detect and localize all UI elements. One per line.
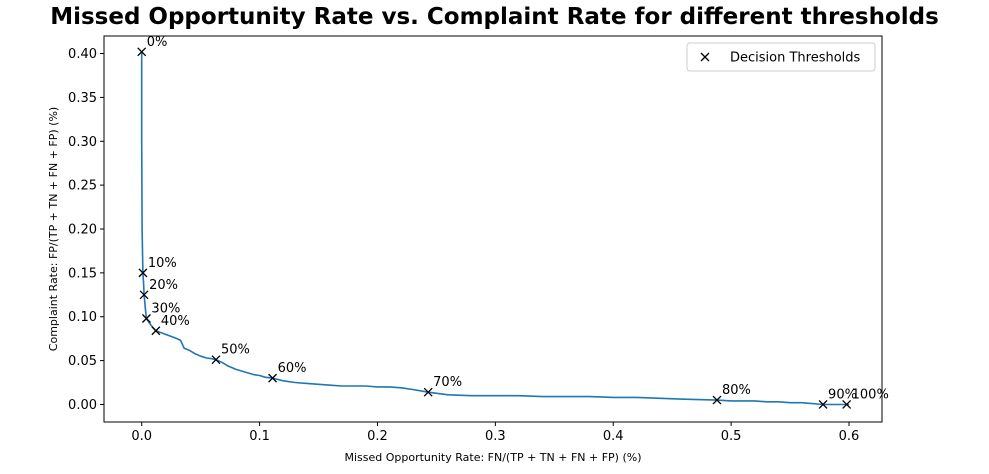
threshold-label: 40% — [161, 314, 190, 329]
threshold-marker — [423, 387, 433, 397]
marker-stroke — [818, 399, 828, 409]
threshold-marker — [842, 399, 852, 409]
threshold-label: 60% — [278, 361, 307, 376]
legend: Decision Thresholds — [686, 42, 876, 72]
x-tick-label: 0.1 — [249, 429, 270, 444]
x-tick-label: 0.6 — [839, 429, 860, 444]
x-tick-label: 0.4 — [603, 429, 624, 444]
marker-stroke — [137, 47, 147, 57]
threshold-marker — [211, 355, 221, 365]
y-tick-label: 0.00 — [68, 398, 97, 413]
y-tick-label: 0.40 — [68, 47, 97, 62]
threshold-marker — [268, 373, 278, 383]
y-tick-label: 0.05 — [68, 354, 97, 369]
threshold-label: 0% — [147, 35, 168, 50]
threshold-label: 90% — [828, 387, 857, 402]
threshold-label: 50% — [221, 343, 250, 358]
y-tick-label: 0.25 — [68, 179, 97, 194]
threshold-marker — [151, 326, 161, 336]
marker-stroke — [138, 268, 148, 278]
threshold-marker — [139, 290, 149, 300]
x-tick-label: 0.2 — [367, 429, 388, 444]
x-tick-label: 0.0 — [131, 429, 152, 444]
marker-stroke — [423, 387, 433, 397]
marker-stroke — [141, 314, 151, 323]
marker-stroke — [139, 290, 149, 300]
x-tick-label: 0.5 — [721, 429, 742, 444]
legend-box — [686, 42, 876, 72]
roc-curve-line — [140, 51, 849, 406]
marker-stroke — [700, 52, 710, 62]
marker-stroke — [712, 395, 722, 405]
plot-frame — [103, 35, 883, 423]
x-tick-label: 0.3 — [485, 429, 506, 444]
threshold-label: 20% — [149, 278, 178, 293]
threshold-marker — [818, 399, 828, 409]
threshold-label: 10% — [148, 256, 177, 271]
legend-label: Decision Thresholds — [730, 51, 861, 66]
y-tick-label: 0.15 — [68, 266, 97, 281]
threshold-label: 30% — [151, 301, 180, 316]
threshold-marker — [141, 314, 151, 323]
threshold-label: 80% — [722, 383, 751, 398]
x-axis-label: Missed Opportunity Rate: FN/(TP + TN + F… — [344, 451, 641, 464]
legend-marker-x-icon — [700, 52, 710, 62]
threshold-marker — [138, 268, 148, 278]
y-axis-label: Complaint Rate: FP/(TP + TN + FN + FP) (… — [47, 107, 60, 351]
threshold-marker — [137, 47, 147, 57]
chart-title: Missed Opportunity Rate vs. Complaint Ra… — [50, 4, 939, 30]
threshold-label: 100% — [852, 387, 889, 402]
y-tick-label: 0.20 — [68, 223, 97, 238]
marker-stroke — [211, 355, 221, 365]
marker-stroke — [151, 326, 161, 336]
marker-stroke — [842, 399, 852, 409]
threshold-label: 70% — [433, 375, 462, 390]
marker-stroke — [268, 373, 278, 383]
y-tick-label: 0.35 — [68, 91, 97, 106]
y-tick-label: 0.30 — [68, 135, 97, 150]
threshold-marker — [712, 395, 722, 405]
legend-x-marker — [700, 52, 710, 62]
y-tick-label: 0.10 — [68, 310, 97, 325]
